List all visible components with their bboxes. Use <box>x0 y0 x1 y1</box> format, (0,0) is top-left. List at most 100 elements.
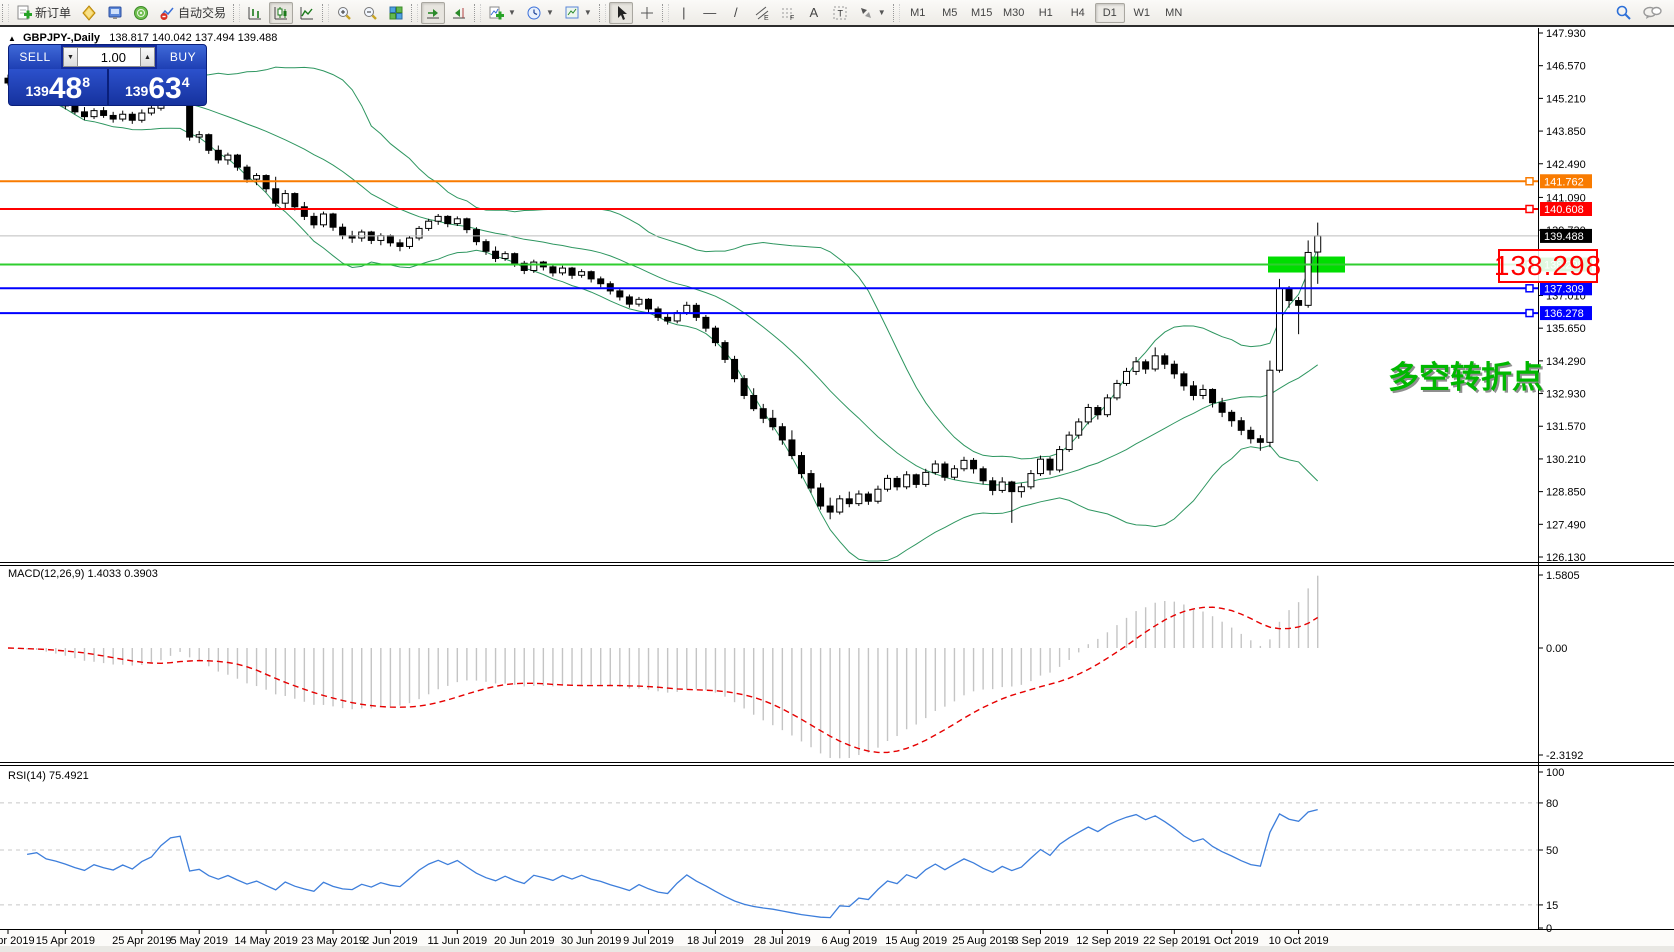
zoom-in-button[interactable] <box>332 2 356 24</box>
periods-button[interactable]: ▼ <box>522 2 558 24</box>
metaeditor-button[interactable] <box>77 2 101 24</box>
price-tick-label: 127.490 <box>1546 519 1586 531</box>
candle-bearish <box>826 505 834 513</box>
candle-bullish <box>874 488 882 502</box>
price-tick-label: 147.930 <box>1546 28 1586 40</box>
tile-windows-button[interactable] <box>384 2 408 24</box>
bar-chart-button[interactable] <box>243 2 267 24</box>
new-order-icon <box>17 5 32 19</box>
templates-button[interactable]: ▼ <box>560 2 596 24</box>
collapse-triangle-icon[interactable]: ▲ <box>8 34 16 43</box>
time-tick-label: 15 Apr 2019 <box>36 935 95 947</box>
timeframe-m30[interactable]: M30 <box>1003 6 1025 19</box>
horizontal-line-objects[interactable] <box>0 177 1538 318</box>
candle-bullish <box>578 271 586 276</box>
autotrading-button[interactable]: 自动交易 <box>155 2 230 24</box>
auto-scroll-button[interactable] <box>421 1 446 24</box>
candle-bullish <box>138 112 146 121</box>
volume-decrease-button[interactable]: ▼ <box>63 47 78 67</box>
bollinger-middle-band <box>7 82 1318 486</box>
svg-text:E: E <box>764 15 769 21</box>
candle-bullish <box>1103 397 1111 416</box>
candle-bearish <box>625 296 633 305</box>
toolbar-grip <box>411 3 419 22</box>
trendline-button[interactable]: / <box>724 2 748 24</box>
rsi-tick-label: 80 <box>1546 798 1558 810</box>
line-chart-button[interactable] <box>295 2 319 24</box>
timeframe-w1[interactable]: W1 <box>1133 6 1150 19</box>
volume-increase-button[interactable]: ▲ <box>140 47 155 67</box>
toolbar-grip <box>233 3 241 22</box>
zoom-out-button[interactable] <box>358 2 382 24</box>
fibonacci-button[interactable]: F <box>776 2 800 24</box>
horizontal-line-button[interactable]: — <box>698 2 722 24</box>
candle-bullish <box>406 237 414 247</box>
time-axis-background[interactable] <box>0 929 1674 946</box>
timeframe-h4[interactable]: H4 <box>1070 6 1085 19</box>
terminal-button[interactable] <box>103 2 127 24</box>
candle-bearish <box>1046 458 1054 471</box>
hline-marker <box>1525 204 1534 214</box>
candlestick-chart-button[interactable] <box>269 1 294 24</box>
candle-bullish <box>453 218 461 225</box>
turning-point-note[interactable]: 多空转折点 <box>1388 360 1543 395</box>
time-tick-label: 30 Jun 2019 <box>561 935 622 947</box>
time-tick-label: 2 Jun 2019 <box>363 935 417 947</box>
toolbar-grip <box>474 3 482 22</box>
cursor-button[interactable] <box>608 1 633 24</box>
hline-marker <box>1525 308 1534 318</box>
indicators-button[interactable]: ▼ <box>484 2 520 24</box>
price-callout-box[interactable]: 138.298 <box>1493 249 1603 283</box>
timeframe-m5[interactable]: M5 <box>942 6 958 19</box>
sell-button[interactable]: SELL <box>9 45 61 69</box>
strategy-tester-button[interactable] <box>129 2 153 24</box>
buy-button[interactable]: BUY <box>157 45 206 69</box>
community-chat-icon[interactable] <box>1642 5 1662 21</box>
time-tick-label: 23 May 2019 <box>301 935 365 947</box>
candle-bearish <box>568 267 576 276</box>
hline-price-label-bg <box>1540 281 1592 296</box>
rsi-tick-label: 100 <box>1546 767 1564 779</box>
new-order-button[interactable]: 新订单 <box>12 2 75 24</box>
text-button[interactable]: A <box>802 2 826 24</box>
time-tick-label: 3 Sep 2019 <box>1012 935 1068 947</box>
vertical-line-button[interactable]: | <box>672 2 696 24</box>
candle-bearish <box>243 166 251 180</box>
dropdown-caret: ▼ <box>545 8 554 17</box>
text-label-button[interactable]: T <box>828 2 852 24</box>
candle-bearish <box>128 113 136 121</box>
timeframe-mn[interactable]: MN <box>1165 6 1183 19</box>
current-price-label: 139.488 <box>1544 231 1584 243</box>
candle-bearish <box>463 218 471 231</box>
candle-bearish <box>339 226 347 237</box>
crosshair-button[interactable] <box>635 2 659 24</box>
chart-shift-button[interactable] <box>447 2 471 24</box>
candle-bearish <box>750 394 758 410</box>
candle-bullish <box>836 498 844 513</box>
timeframe-h1[interactable]: H1 <box>1038 6 1053 19</box>
search-icon[interactable] <box>1615 4 1632 21</box>
candle-bullish <box>358 231 366 239</box>
price-tick-label: 130.210 <box>1546 454 1586 466</box>
timeframe-group: M1 M5 M15 M30 H1 H4 D1 W1 MN <box>902 2 1190 23</box>
sell-price-quote[interactable]: 139 48 8 <box>9 69 107 105</box>
candle-bearish <box>587 271 595 280</box>
time-tick-label: 15 Aug 2019 <box>885 935 947 947</box>
channel-button[interactable]: E <box>750 2 774 24</box>
candle-bearish <box>1209 388 1217 404</box>
candle-bullish <box>501 253 509 259</box>
candle-bearish <box>692 304 700 318</box>
candle-bearish <box>71 105 79 113</box>
timeframe-d1[interactable]: D1 <box>1094 2 1125 23</box>
toolbar-right-group <box>1615 4 1674 21</box>
chart-background <box>0 28 1674 929</box>
volume-input[interactable] <box>78 47 140 67</box>
timeframe-m15[interactable]: M15 <box>971 6 993 19</box>
candle-bearish <box>979 468 987 482</box>
timeframe-m1[interactable]: M1 <box>910 6 926 19</box>
buy-price-quote[interactable]: 139 63 4 <box>108 69 206 105</box>
arrows-button[interactable]: ▼ <box>854 2 890 24</box>
candle-bullish <box>998 481 1006 491</box>
